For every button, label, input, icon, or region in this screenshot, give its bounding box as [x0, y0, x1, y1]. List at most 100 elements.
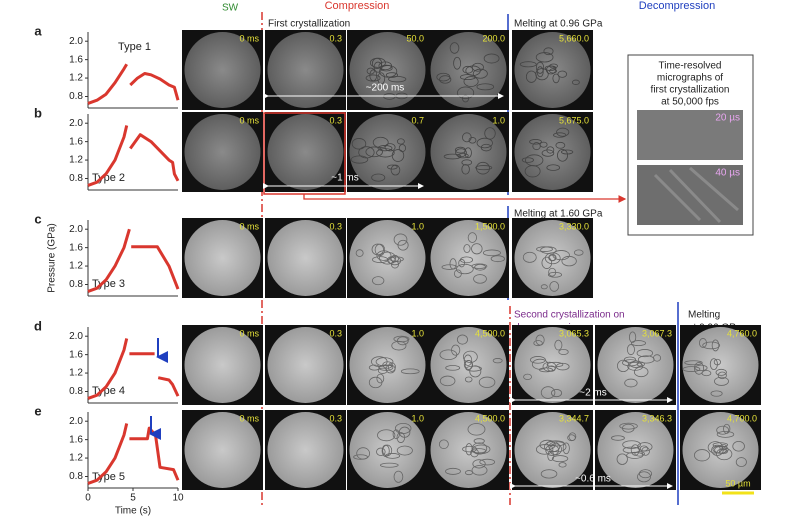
micrograph: [514, 327, 591, 403]
crystal-texture: [378, 364, 394, 371]
crystal-texture: [472, 459, 486, 469]
micrograph-time: 3,067.3: [642, 328, 672, 338]
chart-title: Type 5: [92, 471, 125, 483]
crystal-texture: [483, 53, 500, 64]
panel-label: c: [34, 211, 41, 226]
crystal-texture: [623, 356, 637, 363]
crystal-texture: [529, 139, 542, 145]
panel-label: e: [34, 403, 41, 418]
crystal-texture: [546, 146, 555, 154]
crystal-texture: [552, 73, 560, 84]
melting-label: Melting at 0.96 GPa: [514, 19, 603, 30]
crystal-texture: [573, 249, 584, 256]
x-tick-label: 0: [85, 493, 91, 504]
micrograph-time: 0.3: [329, 328, 342, 338]
y-tick-label: 0.8: [69, 471, 83, 482]
crystal-texture: [391, 149, 405, 162]
panel-label: a: [34, 23, 42, 38]
crystal-texture: [461, 159, 473, 166]
duration-label: ~2 ms: [579, 388, 607, 399]
crystal-texture: [400, 368, 420, 375]
crystal-texture: [368, 364, 381, 371]
micrograph-time: 5,675.0: [559, 115, 589, 125]
inset-micrograph: [637, 165, 743, 225]
micrograph: [184, 327, 261, 403]
micrograph: [349, 32, 426, 108]
y-tick-label: 1.6: [69, 136, 83, 147]
crystal-texture: [653, 354, 662, 362]
crystal-texture: [358, 146, 375, 159]
crystal-texture: [461, 164, 470, 175]
crystal-texture: [462, 350, 478, 363]
crystal-texture: [557, 149, 568, 162]
micrographs: 0 ms 0.3 50.0 200.0 5,660.0 0 ms 0.3 0.7 1.0 5,67…: [182, 30, 761, 490]
crystal-texture: [560, 149, 574, 155]
crystal-texture: [543, 47, 554, 56]
crystal-texture: [557, 70, 568, 78]
crystal-texture: [694, 364, 708, 372]
crystal-texture: [388, 256, 402, 266]
crystal-texture: [699, 338, 707, 348]
inset-texture: [653, 166, 739, 224]
melting-label: Melting: [688, 310, 720, 321]
crystal-texture: [463, 354, 473, 366]
crystal-texture: [365, 74, 381, 82]
crystal-texture: [390, 260, 399, 269]
crystal-texture: [478, 376, 496, 388]
crystal-texture: [693, 449, 711, 462]
crystal-texture: [541, 256, 553, 269]
crystal-texture: [397, 239, 409, 251]
crystal-texture: [398, 144, 407, 153]
crystal-texture: [471, 62, 484, 72]
crystal-texture: [693, 361, 705, 375]
y-tick-label: 0.8: [69, 91, 83, 102]
y-tick-label: 1.6: [69, 54, 83, 65]
crystal-texture: [702, 341, 721, 350]
pressure-line: [87, 228, 180, 293]
crystal-texture: [548, 441, 567, 453]
crystal-texture: [457, 153, 469, 159]
crystal-texture: [475, 165, 493, 171]
crystal-texture: [350, 155, 369, 164]
pressure-line: [87, 125, 180, 187]
y-tick-label: 1.2: [69, 73, 83, 84]
crystal-texture: [535, 68, 549, 81]
crystal-texture: [387, 362, 396, 372]
crystal-texture: [628, 331, 637, 343]
micrograph: [267, 220, 344, 296]
crystal-texture: [709, 358, 718, 371]
crystal-texture: [379, 462, 399, 468]
duration-label: ~1 ms: [331, 173, 359, 184]
compression-header: Compression: [325, 0, 390, 12]
crystal-texture: [396, 445, 413, 456]
micrograph-time: 0.3: [329, 221, 342, 231]
crystal-texture: [553, 132, 567, 138]
pressure-line: [87, 63, 180, 105]
crystal-texture: [469, 365, 482, 378]
crystal-texture: [372, 256, 389, 264]
crystal-texture: [393, 233, 408, 246]
crystal-texture: [454, 146, 466, 154]
crystal-texture: [476, 137, 493, 149]
crystal-texture: [712, 445, 729, 454]
crystal-texture: [436, 72, 451, 82]
micrograph-time: 0 ms: [239, 221, 259, 231]
micrograph: [430, 412, 507, 488]
crystal-texture: [366, 67, 375, 75]
micrograph-time: 0 ms: [239, 413, 259, 423]
crystal-texture: [540, 246, 557, 254]
micrograph-time: 3,065.3: [559, 328, 589, 338]
crystal-texture: [396, 138, 405, 145]
micrograph: [267, 412, 344, 488]
crystal-texture: [387, 164, 398, 170]
crystal-texture: [523, 373, 532, 381]
micrograph-time: 4,760.0: [727, 328, 757, 338]
crystal-texture: [634, 451, 645, 457]
micrograph-time: 1.0: [411, 328, 424, 338]
crystal-texture: [376, 447, 386, 456]
crystal-texture: [716, 431, 735, 438]
crystal-texture: [723, 423, 731, 434]
scale-bar-label: 50 µm: [725, 478, 750, 488]
crystal-texture: [684, 360, 703, 366]
